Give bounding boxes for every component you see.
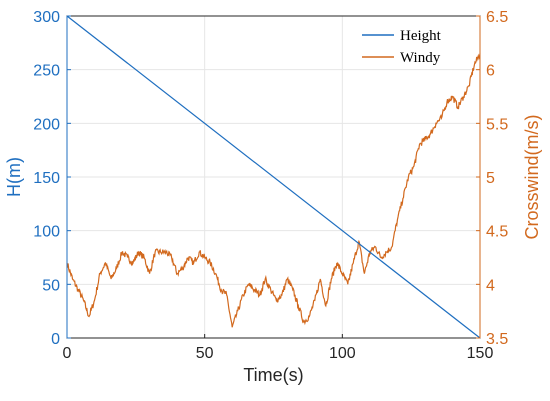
height-series-line bbox=[66, 15, 481, 339]
y-left-tick-label: 100 bbox=[33, 224, 60, 241]
y-right-tick-label: 3.5 bbox=[486, 331, 508, 348]
x-tick-label: 50 bbox=[196, 345, 214, 362]
y-left-tick-label: 0 bbox=[51, 331, 60, 348]
y-axis-left-label: H(m) bbox=[4, 157, 24, 197]
y-right-tick-label: 6 bbox=[486, 63, 495, 80]
legend: Height Windy bbox=[356, 22, 472, 68]
legend-box bbox=[356, 22, 472, 68]
y-right-tick-label: 5 bbox=[486, 170, 495, 187]
x-tick-label: 100 bbox=[329, 345, 356, 362]
legend-label-windy: Windy bbox=[400, 50, 441, 66]
y-axis-right-label: Crosswind(m/s) bbox=[522, 114, 542, 239]
y-left-tick-label: 250 bbox=[33, 63, 60, 80]
axis-ticks: 0 50 100 150 0 50 100 150 200 250 300 3.5 4 4.5 5 5.5 6 6… bbox=[33, 9, 508, 362]
y-left-tick-label: 50 bbox=[42, 277, 60, 294]
windy-series-line bbox=[66, 53, 481, 328]
x-tick-label: 150 bbox=[467, 345, 494, 362]
y-right-tick-label: 6.5 bbox=[486, 9, 508, 26]
y-left-tick-label: 200 bbox=[33, 116, 60, 133]
y-right-tick-label: 4.5 bbox=[486, 224, 508, 241]
y-left-tick-label: 150 bbox=[33, 170, 60, 187]
y-right-tick-label: 5.5 bbox=[486, 116, 508, 133]
legend-label-height: Height bbox=[400, 28, 442, 44]
x-tick-label: 0 bbox=[63, 345, 72, 362]
x-axis-label: Time(s) bbox=[243, 365, 303, 385]
series-layer bbox=[66, 15, 481, 339]
y-right-tick-label: 4 bbox=[486, 277, 495, 294]
y-left-tick-label: 300 bbox=[33, 9, 60, 26]
